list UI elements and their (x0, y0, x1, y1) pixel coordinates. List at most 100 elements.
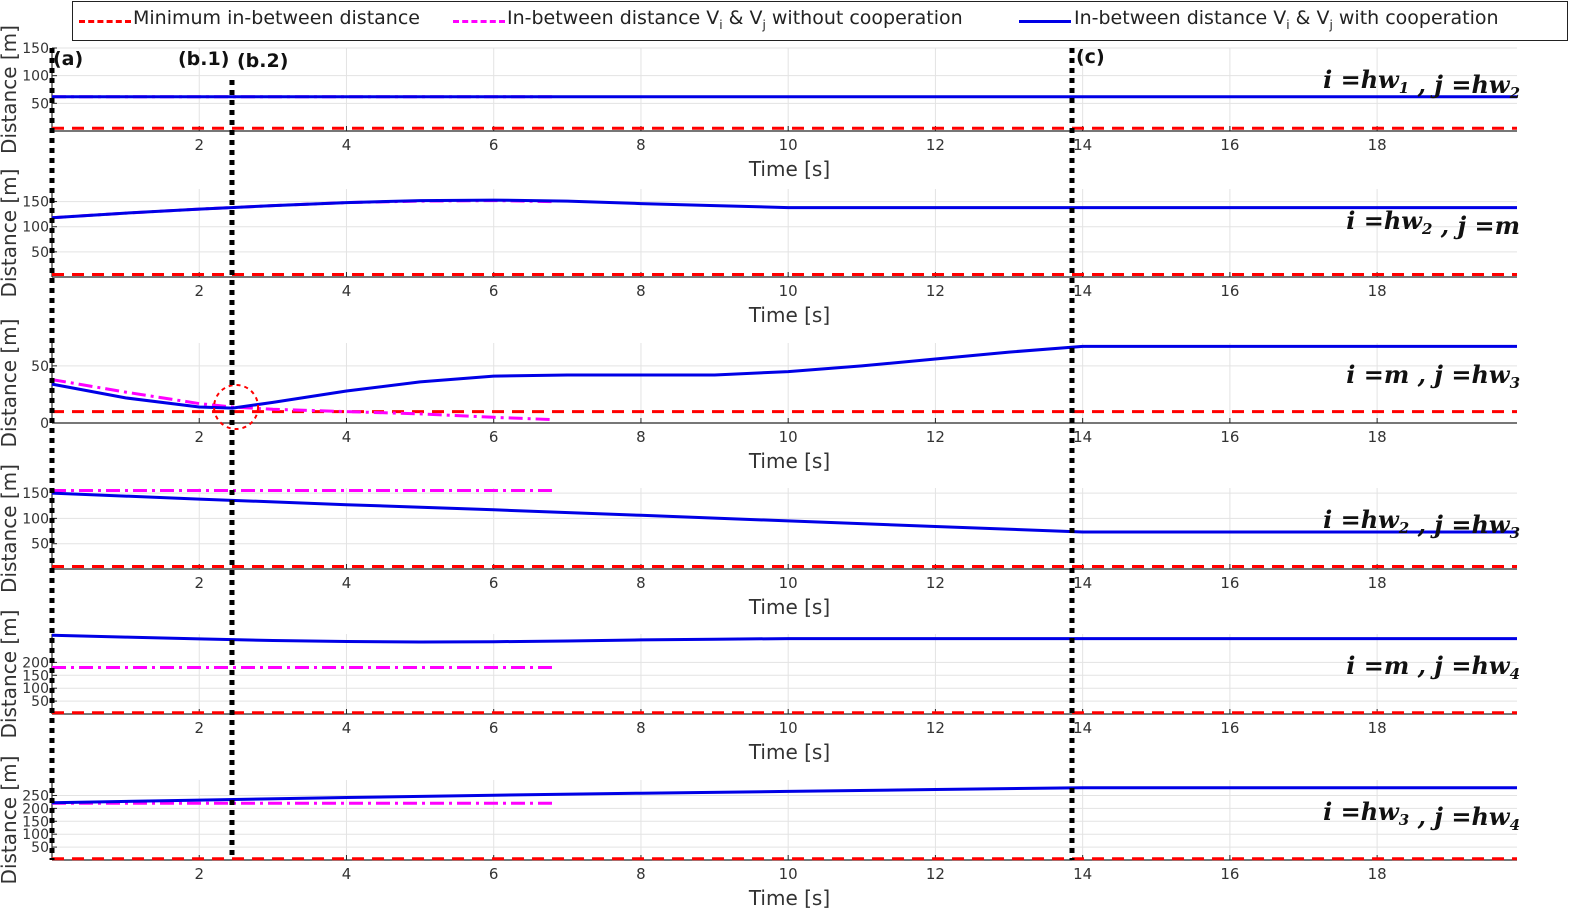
panel-label: i =hw1 , j =hw2 (1323, 65, 1520, 102)
event-marker-label: (a) (53, 48, 83, 70)
x-tick-label: 4 (342, 282, 352, 300)
event-marker-label: (c) (1076, 46, 1105, 68)
panel-label-part: i = (1323, 797, 1361, 826)
x-tick-label: 14 (1073, 282, 1092, 300)
legend-swatch-min (79, 20, 131, 23)
panel-label-part: m (1495, 211, 1520, 240)
panel-label-subscript: 3 (1399, 811, 1409, 829)
x-axis-label: Time [s] (748, 303, 830, 327)
panel-label-part: , j = (1432, 211, 1494, 240)
x-tick-label: 18 (1368, 282, 1387, 300)
y-axis-label: Distance [m] (0, 464, 21, 593)
x-axis-label: Time [s] (748, 740, 830, 764)
series-line-coop (51, 491, 1517, 534)
y-tick-label: 100 (22, 681, 49, 697)
x-tick-label: 16 (1220, 428, 1239, 446)
y-tick-label: 150 (22, 486, 49, 502)
y-tick-label: 150 (22, 195, 49, 211)
x-tick-label: 10 (779, 136, 798, 154)
panel-label-part: , j = (1409, 70, 1471, 99)
panel-label-part: hw (1361, 65, 1400, 94)
x-tick-label: 18 (1368, 574, 1387, 592)
y-tick-label: 50 (31, 694, 49, 710)
x-tick-label: 10 (779, 282, 798, 300)
x-tick-label: 12 (926, 719, 945, 737)
series-line-coop (51, 344, 1517, 410)
panel-label: i =hw2 , j =m (1346, 206, 1520, 240)
x-tick-label: 12 (926, 428, 945, 446)
panel-label-part: , j = (1409, 360, 1471, 389)
x-tick-label: 12 (926, 574, 945, 592)
x-tick-label: 18 (1368, 865, 1387, 883)
y-tick-label: 50 (31, 96, 49, 112)
y-tick-label: 200 (22, 655, 49, 671)
panel-label-subscript: 2 (1421, 220, 1432, 238)
panel-label-part: hw (1384, 206, 1423, 235)
x-tick-label: 4 (342, 428, 352, 446)
x-tick-label: 8 (636, 719, 646, 737)
legend-coop-sub-i: i (1286, 17, 1290, 32)
panel-label-subscript: 3 (1510, 374, 1520, 392)
x-tick-label: 8 (636, 574, 646, 592)
x-tick-label: 16 (1220, 865, 1239, 883)
panel-label-subscript: 2 (1509, 84, 1520, 102)
panel-label-part: hw (1471, 802, 1510, 831)
panel-label-subscript: 3 (1510, 524, 1520, 542)
x-tick-label: 12 (926, 865, 945, 883)
x-tick-label: 2 (194, 428, 204, 446)
x-tick-label: 18 (1368, 719, 1387, 737)
panel-label-part: hw (1471, 360, 1510, 389)
legend-swatch-no-cooperation (453, 20, 505, 23)
y-tick-label: 200 (22, 801, 49, 817)
legend-noc-mid: & V (722, 7, 763, 29)
panel-label: i =hw2 , j =hw3 (1323, 505, 1520, 542)
panel-label-part: hw (1471, 70, 1510, 99)
y-tick-label: 250 (22, 788, 49, 804)
event-marker-label: (b.2) (237, 50, 288, 72)
x-tick-label: 6 (489, 136, 499, 154)
panel-label: i =hw3 , j =hw4 (1323, 797, 1520, 834)
y-tick-label: 100 (22, 511, 49, 527)
x-tick-label: 10 (779, 428, 798, 446)
legend-coop-mid: & V (1289, 7, 1330, 29)
x-tick-label: 2 (194, 136, 204, 154)
x-tick-label: 2 (194, 574, 204, 592)
x-axis-label: Time [s] (748, 595, 830, 619)
y-tick-label: 100 (22, 69, 49, 85)
panel-label-part: hw (1361, 505, 1400, 534)
x-tick-label: 2 (194, 719, 204, 737)
panel-label-part: i = (1323, 65, 1361, 94)
panel-label-part: hw (1471, 651, 1510, 680)
x-tick-label: 8 (636, 428, 646, 446)
chart-panel-3: 2 4 6 8 10 12 14 16 18 0 50 Time [s] Distance [m] i =… (0, 319, 1520, 473)
x-tick-label: 10 (779, 865, 798, 883)
x-tick-label: 18 (1368, 428, 1387, 446)
x-axis-label: Time [s] (748, 449, 830, 473)
y-axis-label: Distance [m] (0, 756, 21, 885)
y-tick-label: 50 (31, 245, 49, 261)
x-tick-label: 6 (489, 282, 499, 300)
legend: Minimum in-between distance In-between d… (72, 1, 1568, 41)
x-tick-label: 10 (779, 719, 798, 737)
x-tick-label: 6 (489, 719, 499, 737)
series-line-coop (51, 198, 1517, 220)
panel-label-part: i = (1323, 505, 1361, 534)
y-tick-label: 100 (22, 827, 49, 843)
x-tick-label: 4 (342, 865, 352, 883)
x-tick-label: 14 (1073, 574, 1092, 592)
y-tick-label: 150 (22, 41, 49, 57)
x-tick-label: 4 (342, 574, 352, 592)
x-axis-label: Time [s] (748, 157, 830, 181)
y-axis-label: Distance [m] (0, 25, 21, 154)
legend-swatch-cooperation (1019, 20, 1071, 23)
panel-label-part: , j = (1409, 802, 1471, 831)
series-line-coop (51, 786, 1517, 805)
y-tick-label: 100 (22, 220, 49, 236)
y-tick-label: 50 (31, 359, 49, 375)
y-tick-label: 150 (22, 668, 49, 684)
legend-coop-sub-j: j (1329, 17, 1333, 32)
x-tick-label: 12 (926, 282, 945, 300)
